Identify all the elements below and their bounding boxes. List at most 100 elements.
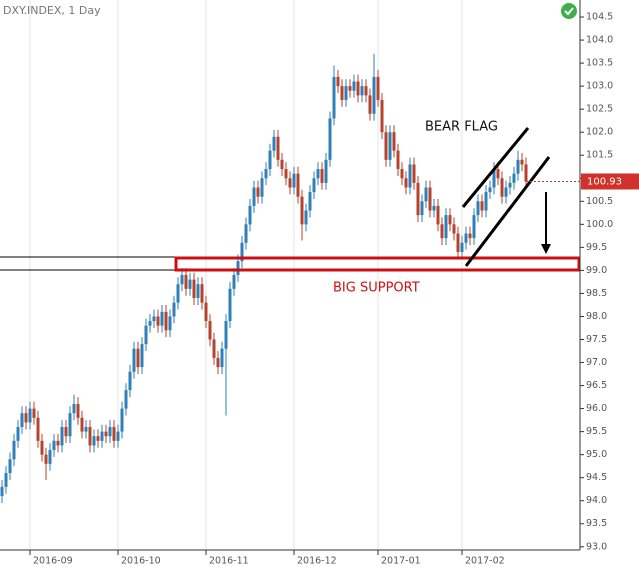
y-tick-label: 102.0	[586, 127, 613, 138]
candle-body	[288, 178, 292, 188]
candle-body	[428, 187, 432, 211]
candle-body	[296, 173, 300, 197]
y-tick-label: 103.0	[586, 81, 613, 92]
candle-body	[48, 450, 52, 464]
candle-body	[324, 159, 328, 183]
candle-body	[236, 261, 240, 275]
candle-body	[356, 81, 360, 96]
candle-body	[84, 427, 88, 432]
candle-body	[408, 164, 412, 188]
candle-body	[344, 86, 348, 100]
candle-body	[180, 275, 184, 285]
candles	[0, 53, 528, 504]
candle-body	[244, 224, 248, 243]
candle-body	[220, 348, 224, 368]
candle-body	[284, 169, 288, 179]
candle-body	[320, 169, 324, 183]
annotation: BIG SUPPORT	[333, 281, 420, 296]
candle-body	[52, 440, 56, 451]
candle-body	[8, 459, 12, 474]
candle-body	[392, 132, 396, 151]
candle-body	[456, 233, 460, 252]
support-zone	[174, 256, 581, 272]
candle-body	[280, 159, 284, 170]
last-price-label: 100.93	[587, 176, 622, 187]
candle-body	[240, 242, 244, 262]
candle-body	[316, 169, 320, 179]
candle-body	[0, 486, 4, 497]
flag-line	[461, 127, 530, 208]
candle-body	[308, 192, 312, 211]
candle-body	[264, 169, 268, 179]
candle-body	[212, 339, 216, 358]
candle-body	[112, 427, 116, 441]
candle-body	[452, 224, 456, 234]
candle-body	[152, 316, 156, 322]
candle-body	[464, 233, 468, 243]
candle-body	[16, 427, 20, 441]
candle-body	[476, 201, 480, 216]
candle-body	[304, 210, 308, 225]
last-price-box	[581, 173, 639, 190]
status-check	[564, 7, 574, 16]
y-tick-label: 97.5	[586, 334, 607, 345]
candle-body	[336, 76, 340, 87]
candle-body	[440, 224, 444, 239]
candle-body	[272, 136, 276, 151]
candle-body	[396, 150, 400, 170]
candle-body	[420, 201, 424, 216]
candle-body	[472, 215, 476, 239]
candle-body	[360, 86, 364, 96]
candle-body	[260, 178, 264, 197]
candle-body	[184, 275, 188, 289]
candle-body	[256, 187, 260, 197]
candle-body	[520, 159, 524, 165]
candle-body	[484, 192, 488, 211]
annotation: BEAR FLAG	[425, 120, 498, 135]
candle-body	[204, 302, 208, 322]
y-tick-label: 94.5	[586, 472, 607, 483]
candle-body	[188, 279, 192, 289]
candle-body	[20, 413, 24, 428]
candle-body	[504, 187, 508, 197]
y-tick-label: 99.5	[586, 242, 607, 253]
candle-body	[72, 403, 76, 414]
candle-body	[208, 321, 212, 340]
candle-body	[100, 431, 104, 441]
candle-body	[40, 440, 44, 455]
candle-body	[468, 233, 472, 239]
candle-body	[36, 417, 40, 441]
candle-body	[28, 408, 32, 423]
candle-body	[116, 431, 120, 441]
candle-body	[512, 173, 516, 183]
y-tick-label: 102.5	[586, 104, 613, 115]
candle-body	[516, 159, 520, 174]
candle-body	[64, 427, 68, 437]
candle-body	[136, 348, 140, 368]
axes: 93.0 93.5 94.0 94.5 95.0 95.5 96.0 96.5 97.0 97.5…	[29, 12, 639, 567]
candle-body	[332, 76, 336, 119]
candle-body	[140, 344, 144, 368]
candle-body	[500, 178, 504, 197]
candle-body	[404, 178, 408, 188]
arrow-head	[541, 244, 551, 254]
y-tick-label: 96.5	[586, 380, 607, 391]
y-tick-label: 98.5	[586, 288, 607, 299]
candle-body	[68, 413, 72, 437]
candle-body	[164, 311, 168, 331]
x-tick-label: 2016-11	[209, 556, 249, 567]
x-tick-label: 2017-01	[381, 556, 421, 567]
x-tick-label: 2016-10	[121, 556, 161, 567]
candle-body	[128, 371, 132, 391]
candle-body	[160, 311, 164, 326]
y-tick-label: 95.5	[586, 426, 607, 437]
x-tick-label: 2016-09	[33, 556, 73, 567]
candle-body	[424, 187, 428, 202]
candle-body	[228, 288, 232, 322]
candle-body	[124, 390, 128, 409]
x-tick-label: 2017-02	[465, 556, 505, 567]
candle-body	[196, 284, 200, 299]
candle-body	[4, 473, 8, 487]
candle-body	[268, 150, 272, 170]
